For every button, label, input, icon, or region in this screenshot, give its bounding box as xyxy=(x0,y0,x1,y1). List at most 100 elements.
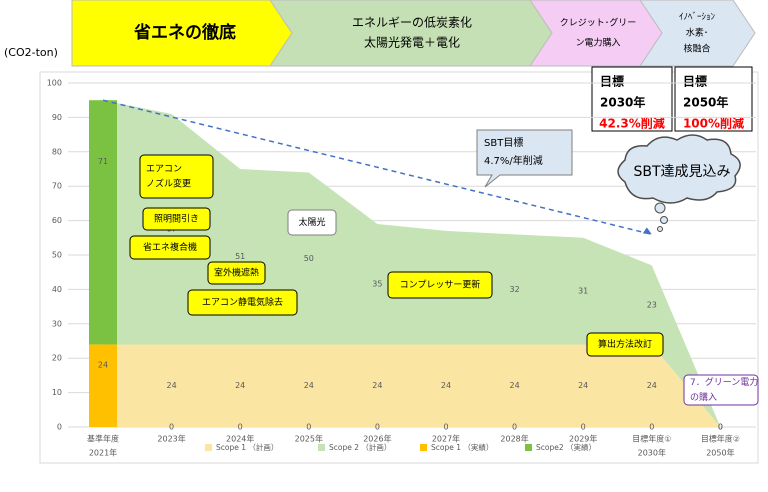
target-text: 100%削減 xyxy=(683,116,744,131)
y-tick-label: 40 xyxy=(52,285,62,294)
x-tick-label: 2050年 xyxy=(706,448,734,458)
annotation-box xyxy=(129,235,211,260)
legend-swatch xyxy=(205,444,212,451)
target-text: 42.3%削減 xyxy=(599,116,665,131)
target-text: 目標 xyxy=(683,74,707,89)
data-label: 0 xyxy=(306,423,311,432)
label-line: 省エネの徹底 xyxy=(133,22,236,43)
banner-arrow xyxy=(269,0,556,67)
label-line: ｲﾉﾍﾞｰｼｮﾝ xyxy=(679,12,716,23)
data-label: 24 xyxy=(441,381,451,390)
x-tick-label: 2028年 xyxy=(500,434,528,444)
data-label: 24 xyxy=(372,381,382,390)
data-label: 24 xyxy=(647,381,657,390)
x-tick-label: 目標年度② xyxy=(701,434,740,444)
callout-text: 4.7%/年削減 xyxy=(484,154,543,167)
trend-arrowhead xyxy=(642,227,652,235)
y-tick-label: 50 xyxy=(52,251,62,260)
annotation-box xyxy=(142,207,211,231)
bar xyxy=(89,344,117,427)
data-label: 0 xyxy=(581,423,586,432)
legend-label: Scope2 （実績） xyxy=(536,442,596,452)
annotation-box xyxy=(287,209,337,236)
data-label: 24 xyxy=(510,381,520,390)
y-tick-label: 20 xyxy=(52,354,62,363)
data-label: 35 xyxy=(372,280,382,289)
data-label: 0 xyxy=(512,423,517,432)
annotation-text: ノズル変更 xyxy=(146,178,191,190)
annotation-box xyxy=(139,154,214,199)
annotation-text: 室外機遮熱 xyxy=(214,267,259,279)
data-label: 51 xyxy=(235,252,245,261)
legend-swatch xyxy=(525,444,532,451)
x-tick-label: 2024年 xyxy=(226,434,254,444)
y-tick-label: 10 xyxy=(52,388,62,397)
area xyxy=(103,344,721,427)
target-box xyxy=(591,66,673,132)
annotation-text: 7．グリーン電力 xyxy=(690,376,758,388)
annotation-text: コンプレッサー更新 xyxy=(400,279,481,291)
y-axis-label: (CO2-ton) xyxy=(4,46,58,59)
x-tick-label: 2027年 xyxy=(432,434,460,444)
y-tick-label: 80 xyxy=(52,147,62,156)
data-label: 0 xyxy=(649,423,654,432)
label-line: エネルギーの低炭素化 xyxy=(352,16,472,30)
label-line: 水素･ xyxy=(686,27,709,39)
annotation-box xyxy=(207,261,266,285)
x-tick-label: 目標年度① xyxy=(632,434,671,444)
y-tick-label: 100 xyxy=(47,79,62,88)
legend-swatch xyxy=(318,444,325,451)
callout-text: SBT目標 xyxy=(484,136,523,149)
x-tick-label: 2026年 xyxy=(363,434,391,444)
label-line: ン電力購入 xyxy=(575,37,620,49)
trend-line xyxy=(102,99,652,236)
data-label: 71 xyxy=(98,157,108,166)
legend-label: Scope 2 （計画） xyxy=(329,442,391,452)
legend-label: Scope 1 （実績） xyxy=(431,442,493,452)
data-label: 23 xyxy=(647,300,657,309)
x-tick-label: 2025年 xyxy=(295,434,323,444)
target-box xyxy=(674,66,753,132)
y-tick-label: 0 xyxy=(57,423,62,432)
data-label: 0 xyxy=(169,423,174,432)
data-label: 0 xyxy=(443,423,448,432)
data-label: 24 xyxy=(304,381,314,390)
data-label: 0 xyxy=(238,423,243,432)
data-label: 24 xyxy=(578,381,588,390)
label-line: 太陽光発電＋電化 xyxy=(364,35,460,50)
data-label: 24 xyxy=(167,381,177,390)
target-text: 2050年 xyxy=(683,95,728,110)
x-tick-label: 基準年度 xyxy=(87,434,119,444)
bar xyxy=(89,100,117,345)
cloud xyxy=(617,134,741,204)
annotation-text: 照明間引き xyxy=(154,214,199,225)
y-tick-label: 60 xyxy=(52,216,62,225)
label-line: 核融合 xyxy=(683,43,710,55)
y-tick-label: 90 xyxy=(52,113,62,122)
data-label: 32 xyxy=(510,285,520,294)
target-text: 目標 xyxy=(600,74,624,89)
annotation-box xyxy=(387,271,493,299)
annotation-box xyxy=(187,289,298,316)
legend-swatch xyxy=(420,444,427,451)
x-tick-label: 2029年 xyxy=(569,434,597,444)
cloud-bubble xyxy=(660,216,668,224)
annotation-box xyxy=(683,374,759,406)
x-tick-label: 2030年 xyxy=(638,448,666,458)
area xyxy=(103,100,721,427)
callout xyxy=(476,129,573,188)
annotation-text: 省エネ複合機 xyxy=(143,241,197,253)
label-line: クレジット･グリー xyxy=(560,17,637,29)
annotation-text: 太陽光 xyxy=(298,216,325,228)
data-label: 24 xyxy=(98,361,108,370)
y-tick-label: 30 xyxy=(52,319,62,328)
annotation-box xyxy=(586,332,664,357)
banner-arrow xyxy=(639,0,756,67)
annotation-text: エアコン静電気除去 xyxy=(202,296,283,308)
x-tick-label: 2023年 xyxy=(157,434,185,444)
annotation-text: の購入 xyxy=(690,391,717,403)
y-tick-label: 70 xyxy=(52,182,62,191)
data-label: 50 xyxy=(304,254,314,263)
cloud-bubble xyxy=(657,226,663,232)
